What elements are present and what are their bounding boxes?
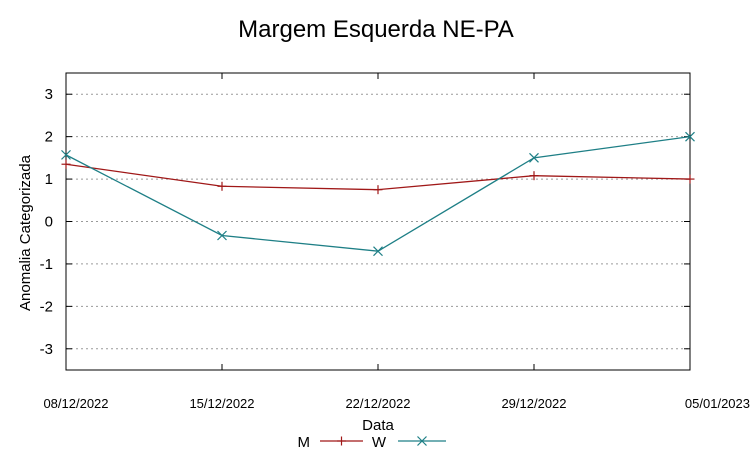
x-axis-label: Data [362,417,394,434]
y-axis-label: Anomalia Categorizada [17,154,34,311]
y-tick-label: 2 [45,129,53,146]
data-point-w [61,149,71,160]
data-point-w [217,230,227,241]
x-tick-label: 22/12/2022 [345,396,410,411]
y-tick-label: -3 [40,341,53,358]
data-point-w [685,131,695,142]
data-point-w [529,152,539,163]
y-tick-label: -1 [40,256,53,273]
data-point-m [217,181,227,191]
data-point-m [61,159,71,169]
gridlines [66,93,690,350]
data-point-w [373,246,383,257]
data-point-m [373,185,383,195]
legend-marker-m [337,436,346,446]
y-tick-label: 0 [45,214,53,231]
data-point-m [529,171,539,181]
legend-label-m: M [298,434,311,451]
data-point-m [685,174,695,184]
x-tick-label: 08/12/2022 [43,396,108,411]
legend-label-w: W [372,434,387,451]
x-tick-label: 29/12/2022 [501,396,566,411]
y-tick-label: 1 [45,171,53,188]
y-axis-tick-labels: 3 2 1 0 -1 -2 -3 [40,86,53,358]
x-tick-label: 15/12/2022 [189,396,254,411]
y-tick-label: -2 [40,298,53,315]
chart-title: Margem Esquerda NE-PA [238,16,514,43]
y-tick-label: 3 [45,86,53,103]
series-lines [61,131,695,257]
x-axis-tick-labels: 08/12/2022 15/12/2022 22/12/2022 29/12/2022… [43,396,750,411]
x-tick-label: 05/01/2023 [685,396,750,411]
legend-marker-w [417,436,427,446]
